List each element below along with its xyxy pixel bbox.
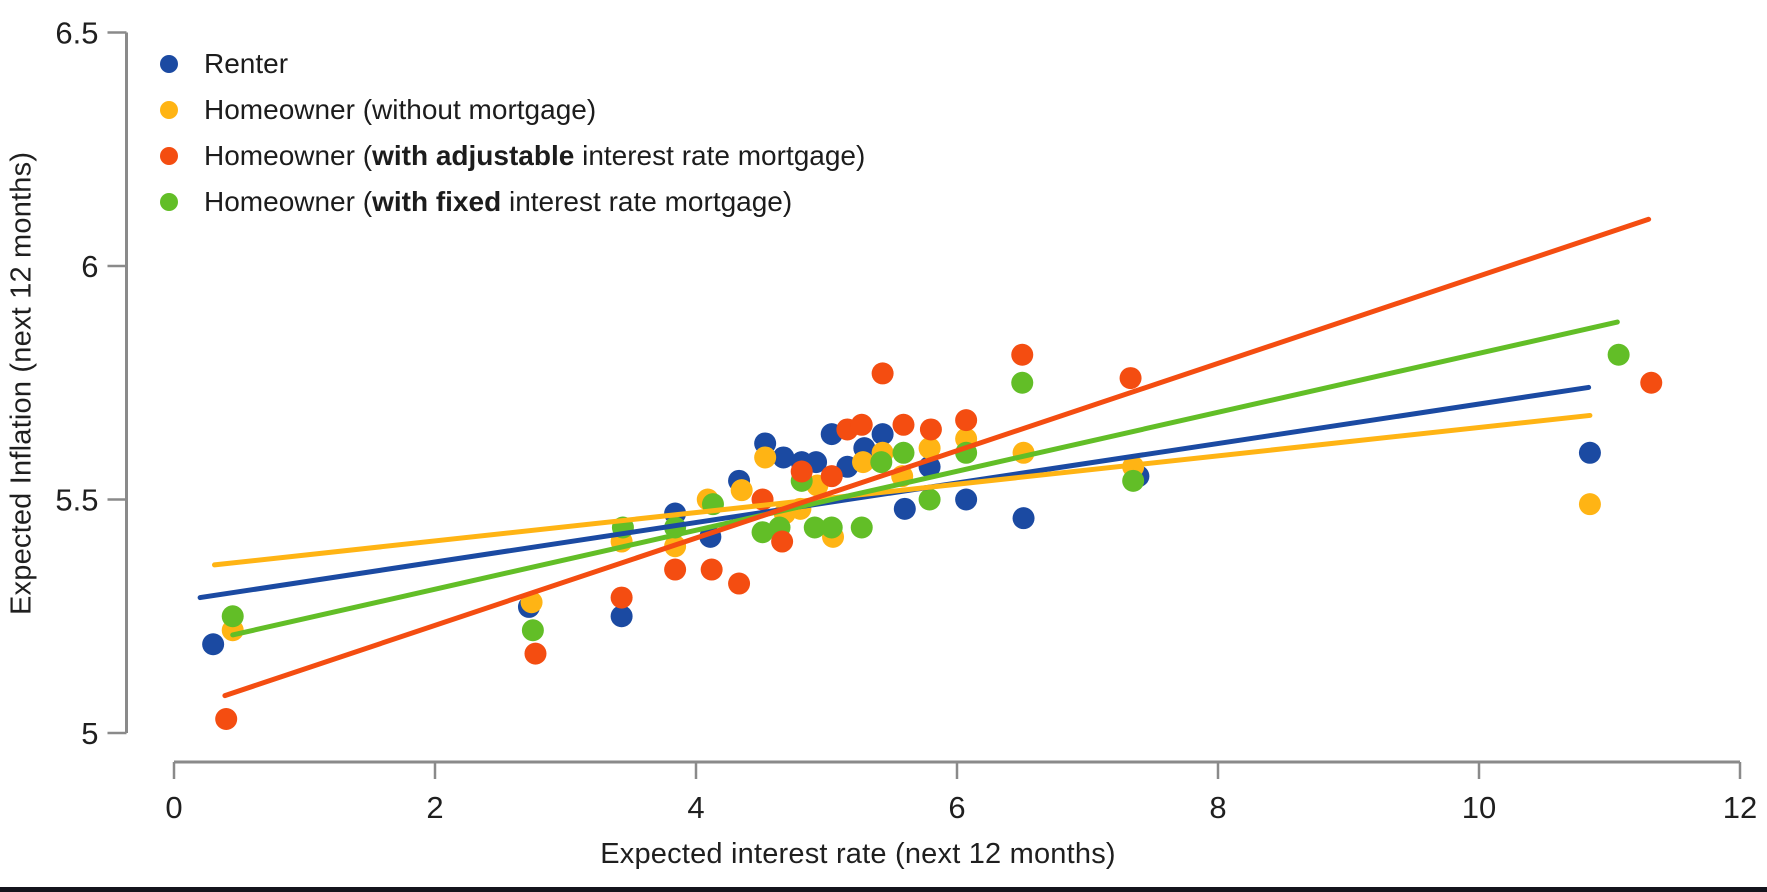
data-point-homeowner-with-fixed-interest-rate-mortgage — [521, 619, 544, 642]
data-point-homeowner-with-adjustable-interest-rate-mortgage — [790, 460, 813, 483]
x-tick-label: 0 — [165, 790, 182, 825]
data-point-renter — [772, 446, 795, 469]
data-point-renter — [202, 633, 225, 656]
legend-item-homeowner-without-mortgage: Homeowner (without mortgage) — [160, 93, 596, 127]
data-point-renter — [1012, 507, 1035, 530]
data-point-homeowner-with-adjustable-interest-rate-mortgage — [850, 413, 873, 436]
data-point-homeowner-with-adjustable-interest-rate-mortgage — [871, 362, 894, 385]
data-point-homeowner-with-adjustable-interest-rate-mortgage — [215, 707, 238, 730]
screenshot-bottom-border — [0, 887, 1767, 892]
x-tick-label: 8 — [1209, 790, 1226, 825]
legend-label: Homeowner (with fixed interest rate mort… — [204, 186, 793, 217]
legend-label: Renter — [204, 48, 289, 79]
data-point-homeowner-with-fixed-interest-rate-mortgage — [751, 521, 774, 544]
data-point-homeowner-with-fixed-interest-rate-mortgage — [221, 605, 244, 628]
data-point-homeowner-with-fixed-interest-rate-mortgage — [918, 488, 941, 511]
legend-marker-icon — [160, 193, 178, 211]
data-point-homeowner-with-fixed-interest-rate-mortgage — [1122, 469, 1145, 492]
data-point-homeowner-with-adjustable-interest-rate-mortgage — [728, 572, 751, 595]
legend-item-homeowner-with-fixed-interest-rate-mortgage: Homeowner (with fixed interest rate mort… — [160, 185, 792, 219]
data-point-homeowner-without-mortgage — [918, 437, 941, 460]
data-point-homeowner-with-fixed-interest-rate-mortgage — [1011, 371, 1034, 394]
data-point-renter — [955, 488, 978, 511]
data-point-renter — [893, 497, 916, 520]
legend-item-renter: Renter — [160, 47, 288, 81]
data-point-homeowner-with-adjustable-interest-rate-mortgage — [771, 530, 794, 553]
data-point-homeowner-without-mortgage — [1578, 493, 1601, 516]
legend-label: Homeowner (with adjustable interest rate… — [204, 140, 866, 171]
x-axis-title: Expected interest rate (next 12 months) — [600, 838, 1116, 870]
data-point-renter — [1578, 441, 1601, 464]
x-tick-label: 12 — [1723, 790, 1757, 825]
data-point-homeowner-with-fixed-interest-rate-mortgage — [870, 451, 893, 474]
legend-marker-icon — [160, 101, 178, 119]
y-axis-title: Expected Inflation (next 12 months) — [5, 151, 38, 615]
legend-marker-icon — [160, 55, 178, 73]
x-tick-label: 10 — [1462, 790, 1496, 825]
data-point-homeowner-with-adjustable-interest-rate-mortgage — [610, 586, 633, 609]
data-point-homeowner-without-mortgage — [754, 446, 777, 469]
data-point-homeowner-with-adjustable-interest-rate-mortgage — [1640, 371, 1663, 394]
x-tick-label: 6 — [948, 790, 965, 825]
data-point-homeowner-with-adjustable-interest-rate-mortgage — [955, 409, 978, 432]
data-point-homeowner-with-adjustable-interest-rate-mortgage — [919, 418, 942, 441]
y-tick-label: 5 — [81, 716, 98, 751]
legend-marker-icon — [160, 147, 178, 165]
y-tick-label: 5.5 — [55, 483, 98, 518]
data-point-homeowner-with-adjustable-interest-rate-mortgage — [700, 558, 723, 581]
trend-line-homeowner-without-mortgage — [211, 412, 1593, 568]
data-point-homeowner-with-adjustable-interest-rate-mortgage — [1119, 367, 1142, 390]
data-point-homeowner-with-adjustable-interest-rate-mortgage — [892, 413, 915, 436]
y-tick-label: 6.5 — [55, 16, 98, 51]
data-point-homeowner-with-adjustable-interest-rate-mortgage — [664, 558, 687, 581]
data-point-homeowner-with-fixed-interest-rate-mortgage — [892, 441, 915, 464]
data-point-homeowner-without-mortgage — [730, 479, 753, 502]
y-tick-label: 6 — [81, 249, 98, 284]
data-point-renter — [871, 423, 894, 446]
data-point-homeowner-with-adjustable-interest-rate-mortgage — [820, 465, 843, 488]
data-point-homeowner-with-adjustable-interest-rate-mortgage — [524, 642, 547, 665]
legend-item-homeowner-with-adjustable-interest-rate-mortgage: Homeowner (with adjustable interest rate… — [160, 139, 865, 173]
data-point-homeowner-with-fixed-interest-rate-mortgage — [850, 516, 873, 539]
legend-label: Homeowner (without mortgage) — [204, 94, 597, 125]
data-point-homeowner-with-adjustable-interest-rate-mortgage — [1011, 343, 1034, 366]
x-tick-label: 2 — [426, 790, 443, 825]
x-tick-label: 4 — [687, 790, 704, 825]
trend-line-homeowner-with-fixed-interest-rate-mortgage — [230, 319, 1620, 638]
trend-line-homeowner-with-adjustable-interest-rate-mortgage — [222, 216, 1652, 699]
data-point-homeowner-without-mortgage — [852, 451, 875, 474]
data-point-renter — [610, 605, 633, 628]
data-point-homeowner-with-fixed-interest-rate-mortgage — [803, 516, 826, 539]
data-point-homeowner-with-fixed-interest-rate-mortgage — [1607, 343, 1630, 366]
data-point-homeowner-with-fixed-interest-rate-mortgage — [820, 516, 843, 539]
